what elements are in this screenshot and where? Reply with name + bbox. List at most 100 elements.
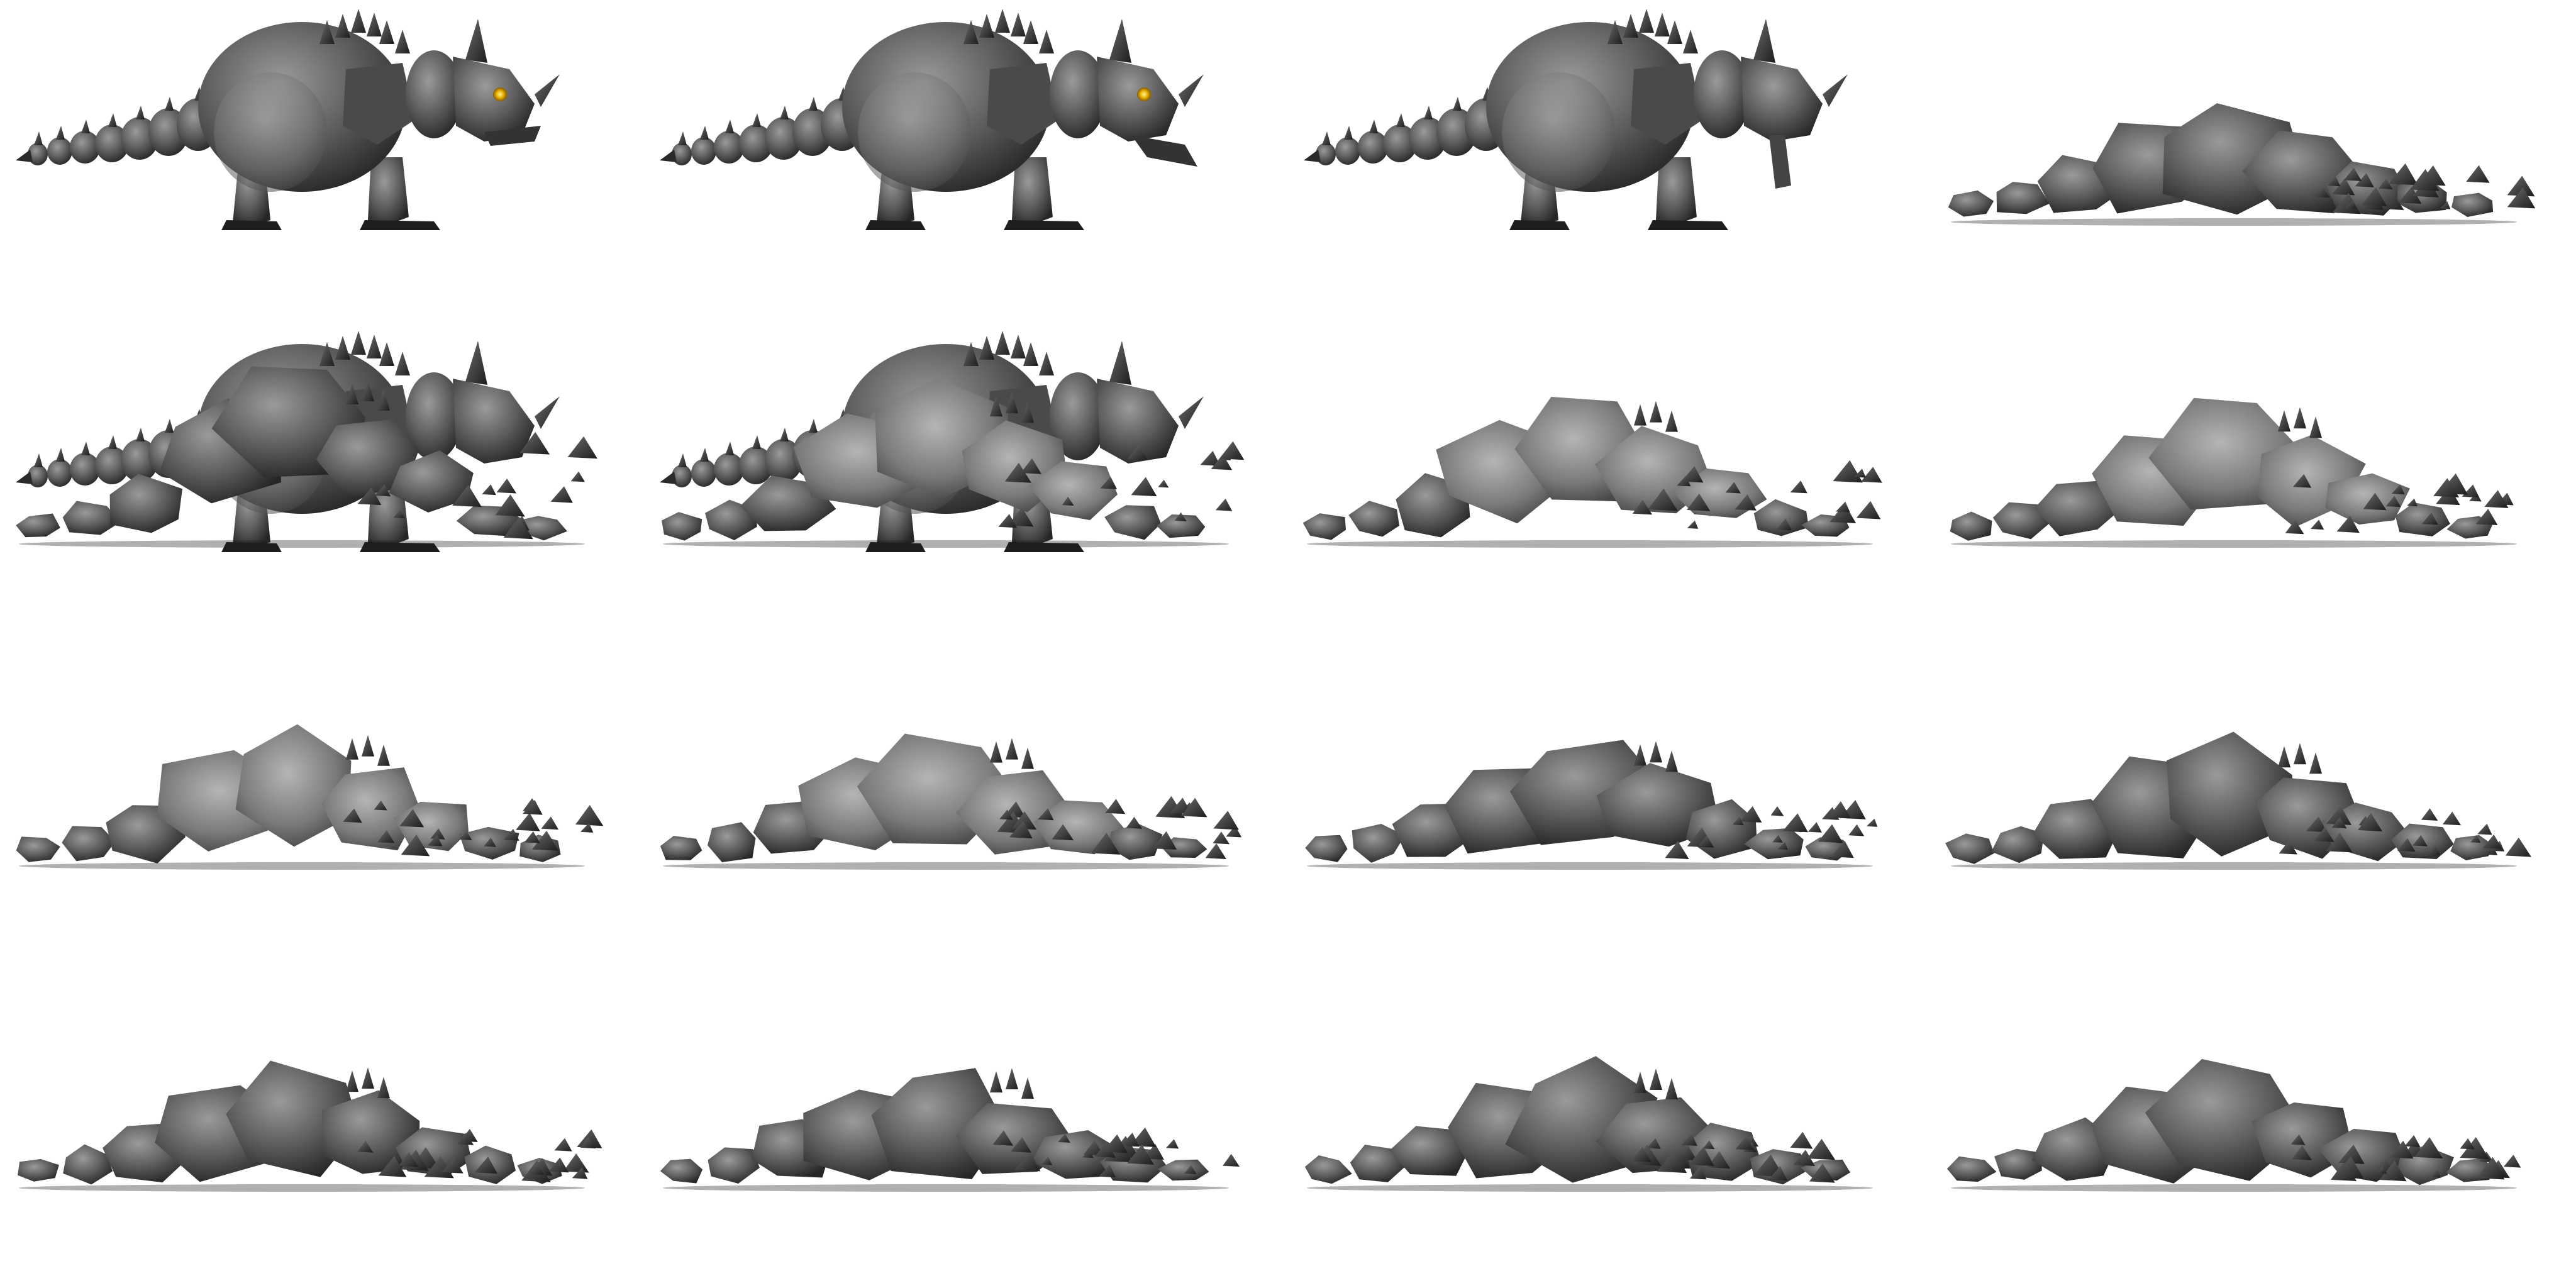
back-spike — [346, 383, 358, 404]
tail-spike — [700, 448, 709, 462]
stone-shard — [1127, 445, 1148, 460]
tail-segment — [1335, 137, 1360, 165]
tail-spike — [136, 106, 145, 119]
sprite-frame-16 — [1932, 966, 2576, 1288]
stone-shard — [577, 1129, 602, 1148]
golem-figure — [16, 331, 597, 552]
ground-shadow — [1951, 540, 2517, 548]
golem-figure — [18, 1060, 602, 1192]
stone-shard — [2361, 187, 2387, 207]
ground-shadow — [19, 540, 585, 548]
sprite-frame-10 — [644, 644, 1288, 966]
stone-shard — [1009, 821, 1033, 839]
head-horn — [1753, 19, 1775, 63]
body-plate — [858, 72, 971, 192]
rubble-block — [1157, 514, 1206, 538]
stone-shard — [2507, 187, 2536, 209]
back-spike — [335, 336, 350, 360]
head — [1097, 57, 1179, 142]
stone-shard — [550, 486, 573, 503]
stone-shard — [2338, 1144, 2365, 1164]
tail-spike — [809, 419, 818, 433]
tail-tip — [16, 472, 33, 484]
back-spike — [362, 1067, 374, 1089]
stone-shard — [1184, 1165, 1197, 1174]
golem-sprite — [1302, 397, 1882, 548]
stone-shard — [541, 816, 559, 830]
tail-segment — [95, 447, 129, 484]
ground-shadow — [19, 862, 585, 870]
stone-shard — [2314, 186, 2330, 198]
sprite-frame-4 — [1932, 0, 2576, 322]
stone-shard — [2433, 478, 2460, 497]
stone-shard — [1818, 824, 1843, 843]
tail-segment — [1316, 143, 1336, 165]
stone-shard — [1126, 816, 1143, 829]
rubble-block — [1352, 824, 1405, 863]
stone-shard — [2460, 1138, 2475, 1150]
tail-tip — [660, 150, 677, 162]
rubble-block — [708, 1147, 760, 1184]
rubble-block — [1389, 1126, 1468, 1176]
tail-segment — [672, 143, 692, 165]
stone-shard — [2355, 173, 2374, 187]
stone-shard — [2421, 512, 2438, 525]
tail-spike — [108, 435, 117, 449]
tail-spike — [752, 435, 761, 449]
stone-shard — [1866, 818, 1878, 827]
stone-shard — [1807, 822, 1822, 833]
ground-shadow — [1951, 862, 2517, 870]
golem-figure — [1948, 103, 2536, 226]
sprite-frame-9 — [0, 644, 644, 966]
tail-spike — [1396, 113, 1405, 127]
stone-shard — [1041, 1157, 1053, 1165]
stone-shard — [378, 1156, 407, 1177]
nose-horn — [535, 74, 560, 107]
stone-shard — [1732, 816, 1744, 826]
hind-foot — [865, 542, 926, 552]
golem-figure — [1304, 9, 1848, 230]
stone-shard — [459, 831, 472, 840]
glowing-eye — [493, 87, 507, 101]
stone-shard — [1226, 825, 1242, 838]
tail-spike — [678, 131, 687, 145]
stone-shard — [1200, 450, 1221, 466]
back-spike — [377, 389, 390, 411]
stone-shard — [1829, 503, 1857, 523]
stone-shard — [2389, 1140, 2414, 1159]
stone-shard — [399, 809, 425, 828]
ground-shadow — [663, 862, 1229, 870]
stone-shard — [2314, 826, 2334, 842]
sprite-frame-2 — [644, 0, 1288, 322]
stone-shard — [2326, 806, 2351, 825]
tail-segment — [70, 453, 100, 486]
stone-shard — [2466, 165, 2490, 183]
stone-shard — [1828, 801, 1852, 819]
stone-shard — [2414, 1137, 2443, 1158]
stone-shard — [2385, 496, 2401, 508]
stone-shard — [452, 485, 482, 508]
tail-spike — [752, 113, 761, 127]
stone-shard — [1213, 811, 1239, 830]
tail-segment — [714, 131, 744, 164]
stone-shard — [524, 831, 540, 843]
stone-shard — [1782, 813, 1808, 833]
rubble-block — [1304, 1155, 1352, 1184]
stone-shard — [482, 484, 496, 496]
golem-sprite — [660, 733, 1242, 870]
tail-tip — [1304, 150, 1321, 162]
ground-shadow — [663, 1184, 1229, 1192]
stone-shard — [1102, 1134, 1128, 1153]
head — [1097, 379, 1179, 464]
stone-shard — [1809, 1163, 1835, 1183]
sprite-frame-1 — [0, 0, 644, 322]
stone-shard — [424, 1156, 454, 1179]
stone-shard — [570, 471, 585, 482]
tail-segment — [672, 465, 692, 487]
front-foot — [1648, 220, 1728, 230]
stone-shard — [563, 1153, 589, 1173]
glowing-eye — [1137, 87, 1151, 101]
rubble-block — [1109, 823, 1163, 860]
stone-shard — [2306, 816, 2327, 833]
stone-shard — [1689, 1167, 1707, 1180]
